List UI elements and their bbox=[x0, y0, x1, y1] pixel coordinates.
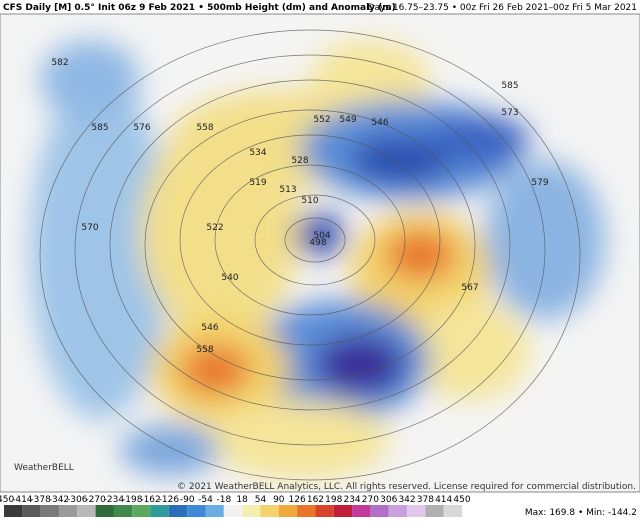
colorbar-tick-label: 414 bbox=[435, 495, 452, 505]
contour-label: 558 bbox=[196, 345, 213, 355]
contour-label: 576 bbox=[133, 123, 150, 133]
anomaly-field bbox=[30, 29, 605, 481]
contour-label: 519 bbox=[249, 178, 266, 188]
colorbar-tick-label: -270 bbox=[85, 495, 106, 505]
header-right: Days 16.75–23.75 • 00z Fri 26 Feb 2021–0… bbox=[368, 3, 637, 13]
colorbar-tick-label: -378 bbox=[30, 495, 51, 505]
colorbar-segment bbox=[352, 505, 371, 517]
colorbar-tick-label: 162 bbox=[307, 495, 324, 505]
contour-label: 513 bbox=[279, 185, 296, 195]
colorbar-tick-label: 90 bbox=[273, 495, 285, 505]
map-frame bbox=[0, 13, 640, 493]
watermark: WeatherBELL bbox=[14, 463, 74, 473]
colorbar-tick-label: 18 bbox=[236, 495, 248, 505]
colorbar-tick-label: 342 bbox=[398, 495, 415, 505]
colorbar-segment bbox=[242, 505, 261, 517]
colorbar-segment bbox=[315, 505, 334, 517]
contour-label: 558 bbox=[196, 123, 213, 133]
header-left: CFS Daily [M] 0.5° Init 06z 9 Feb 2021 •… bbox=[3, 3, 396, 13]
colorbar-tick-label: 54 bbox=[255, 495, 267, 505]
contour-label: 504 bbox=[313, 231, 330, 241]
contour-label: 522 bbox=[206, 223, 223, 233]
contour-label: 573 bbox=[501, 108, 518, 118]
contour-label: 540 bbox=[221, 273, 238, 283]
colorbar-segment bbox=[205, 505, 224, 517]
colorbar-segment bbox=[260, 505, 279, 517]
colorbar-tick-label: -18 bbox=[216, 495, 231, 505]
colorbar-tick-label: 270 bbox=[362, 495, 379, 505]
contour-label: 498 bbox=[309, 238, 326, 248]
colorbar-segment bbox=[388, 505, 408, 517]
colorbar-tick-label: 126 bbox=[289, 495, 306, 505]
colorbar-tick-label: -450 bbox=[0, 495, 14, 505]
colorbar-segment bbox=[425, 505, 444, 517]
colorbar-segment bbox=[4, 505, 23, 517]
contour-label: 570 bbox=[81, 223, 98, 233]
contour-label: 528 bbox=[291, 156, 308, 166]
contour-label: 567 bbox=[461, 283, 478, 293]
contour-label: 546 bbox=[201, 323, 218, 333]
colorbar-tick-label: -234 bbox=[104, 495, 125, 505]
colorbar-segment bbox=[168, 505, 188, 517]
contour-label: 546 bbox=[371, 118, 388, 128]
contour-label: 549 bbox=[339, 115, 356, 125]
stats: Max: 169.8 • Min: -144.2 bbox=[525, 508, 637, 518]
colorbar-segment bbox=[407, 505, 426, 517]
colorbar-tick-label: 198 bbox=[325, 495, 342, 505]
colorbar-segment bbox=[297, 505, 316, 517]
colorbar-segment bbox=[95, 505, 114, 517]
colorbar-segment bbox=[58, 505, 78, 517]
colorbar-segment bbox=[40, 505, 59, 517]
colorbar-segment bbox=[223, 505, 243, 517]
colorbar-segment bbox=[22, 505, 41, 517]
contour-label: 579 bbox=[531, 178, 548, 188]
colorbar-segment bbox=[77, 505, 96, 517]
contour-label: 510 bbox=[301, 196, 318, 206]
colorbar-tick-label: -342 bbox=[49, 495, 69, 505]
colorbar-tick-label: 306 bbox=[380, 495, 397, 505]
contour-label: 585 bbox=[91, 123, 108, 133]
colorbar-tick-label: -126 bbox=[159, 495, 180, 505]
contour-label: 552 bbox=[313, 115, 330, 125]
colorbar-segment bbox=[443, 505, 462, 517]
colorbar-segment bbox=[132, 505, 151, 517]
colorbar-segment bbox=[150, 505, 169, 517]
colorbar-segment bbox=[113, 505, 133, 517]
colorbar-segment bbox=[333, 505, 353, 517]
colorbar-tick-label: -414 bbox=[12, 495, 33, 505]
colorbar-segment bbox=[370, 505, 389, 517]
colorbar-tick-label: 234 bbox=[343, 495, 360, 505]
copyright: © 2021 WeatherBELL Analytics, LLC. All r… bbox=[177, 482, 636, 492]
colorbar-tick-label: -162 bbox=[140, 495, 160, 505]
colorbar-tick-label: -198 bbox=[122, 495, 143, 505]
colorbar-tick-label: -54 bbox=[198, 495, 213, 505]
contour-label: 582 bbox=[51, 58, 68, 68]
colorbar-tick-label: -90 bbox=[180, 495, 195, 505]
contour-label: 534 bbox=[249, 148, 266, 158]
colorbar-segment bbox=[278, 505, 298, 517]
colorbar-segment bbox=[187, 505, 206, 517]
contour-label: 585 bbox=[501, 81, 518, 91]
colorbar-tick-label: 450 bbox=[453, 495, 470, 505]
colorbar-tick-label: 378 bbox=[417, 495, 434, 505]
colorbar-tick-label: -306 bbox=[67, 495, 88, 505]
